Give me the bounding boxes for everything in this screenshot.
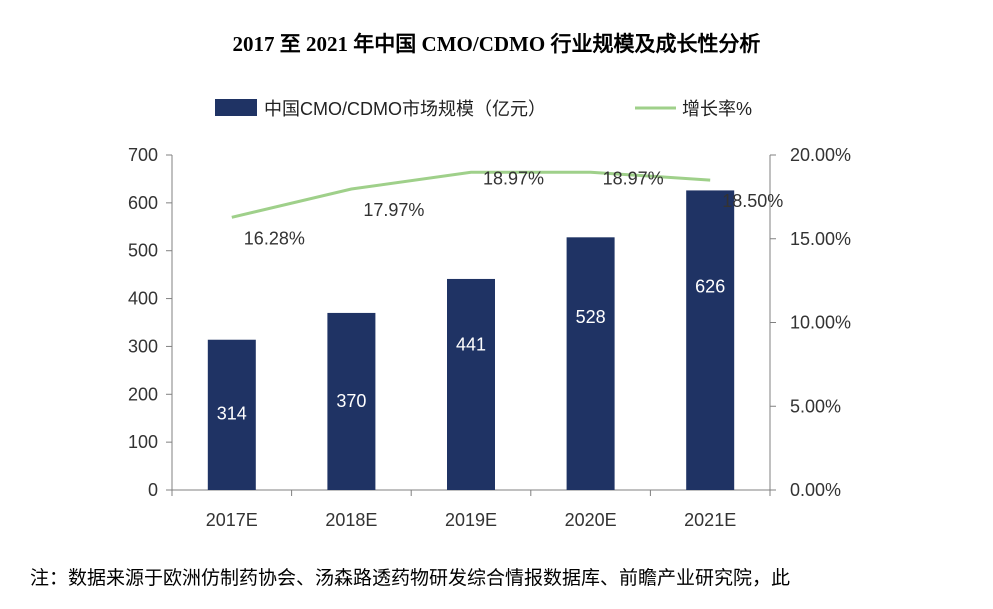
- bar-value-label: 626: [695, 276, 725, 296]
- x-tick-label: 2019E: [445, 510, 497, 530]
- right-tick-label: 10.00%: [790, 313, 851, 333]
- left-tick-label: 700: [128, 145, 158, 165]
- bar-value-label: 314: [217, 403, 247, 423]
- growth-value-label: 16.28%: [244, 228, 305, 248]
- growth-value-label: 18.97%: [603, 168, 664, 188]
- left-tick-label: 200: [128, 384, 158, 404]
- legend-line-label: 增长率%: [682, 99, 752, 119]
- right-tick-label: 20.00%: [790, 145, 851, 165]
- x-tick-label: 2017E: [206, 510, 258, 530]
- left-tick-label: 100: [128, 432, 158, 452]
- left-tick-label: 600: [128, 193, 158, 213]
- growth-value-label: 18.97%: [483, 168, 544, 188]
- right-tick-label: 15.00%: [790, 229, 851, 249]
- right-tick-label: 0.00%: [790, 480, 841, 500]
- left-tick-label: 300: [128, 336, 158, 356]
- chart-title: 2017 至 2021 年中国 CMO/CDMO 行业规模及成长性分析: [232, 32, 761, 56]
- left-tick-label: 400: [128, 289, 158, 309]
- bar: [327, 312, 376, 490]
- footnote: 注：数据来源于欧洲仿制药协会、汤森路透药物研发综合情报数据库、前瞻产业研究院，此: [30, 568, 791, 589]
- bar: [566, 237, 615, 490]
- axes: 0 100 200 300 400 500 600 700 0.00% 5.00% 10.00% 15…: [128, 145, 851, 530]
- x-tick-label: 2018E: [325, 510, 377, 530]
- x-tick-label: 2020E: [565, 510, 617, 530]
- legend-bar-label: 中国CMO/CDMO市场规模（亿元）: [264, 99, 546, 119]
- bar-series: 314 370 441 528 626: [207, 190, 735, 490]
- growth-value-label: 17.97%: [363, 200, 424, 220]
- bar-value-label: 528: [576, 307, 606, 327]
- growth-value-label: 18.50%: [722, 191, 783, 211]
- bar: [447, 278, 495, 490]
- legend-bar-swatch: [215, 99, 257, 116]
- legend: 中国CMO/CDMO市场规模（亿元） 增长率%: [215, 99, 752, 119]
- bar-value-label: 441: [456, 335, 486, 355]
- chart: 中国CMO/CDMO市场规模（亿元） 增长率% 0 100 200 300 400 500 6…: [128, 99, 851, 530]
- left-tick-label: 500: [128, 241, 158, 261]
- bar: [207, 339, 256, 490]
- right-tick-label: 5.00%: [790, 396, 841, 416]
- left-tick-label: 0: [148, 480, 158, 500]
- bar: [686, 190, 735, 490]
- growth-line: [231, 170, 711, 219]
- growth-rate-series: 16.28% 17.97% 18.97% 18.97% 18.50%: [231, 168, 783, 248]
- x-tick-label: 2021E: [684, 510, 736, 530]
- bar-value-label: 370: [336, 391, 366, 411]
